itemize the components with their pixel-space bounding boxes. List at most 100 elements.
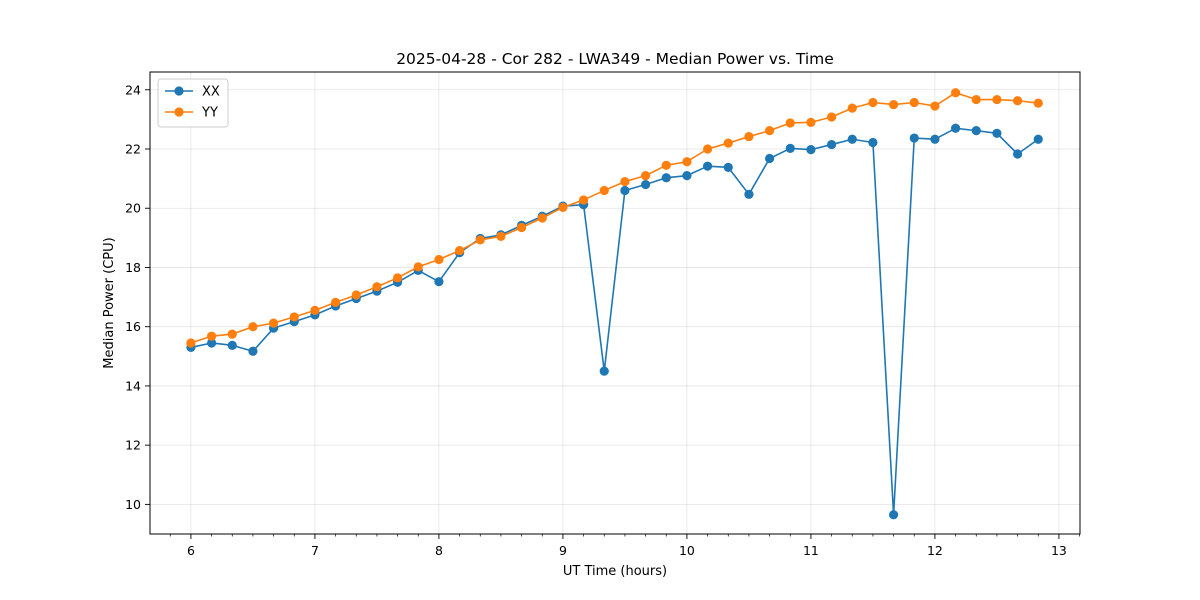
data-point-yy — [330, 297, 341, 308]
legend-label: XX — [202, 85, 220, 100]
data-point-xx — [434, 277, 444, 287]
data-point-yy — [454, 245, 465, 256]
data-point-yy — [186, 338, 196, 348]
data-point-yy — [661, 160, 671, 170]
data-point-yy — [1033, 98, 1043, 108]
x-tick-label: 12 — [927, 543, 943, 558]
data-point-yy — [537, 213, 547, 223]
y-tick-label: 16 — [125, 319, 141, 334]
y-tick-label: 18 — [125, 260, 141, 275]
legend-marker — [174, 107, 184, 117]
data-point-xx — [826, 139, 837, 150]
data-point-yy — [475, 235, 485, 245]
data-point-yy — [1012, 96, 1023, 106]
legend-label: YY — [201, 106, 218, 121]
data-point-xx — [1012, 149, 1023, 159]
y-tick-label: 22 — [125, 142, 141, 157]
grid — [150, 72, 1080, 534]
data-point-yy — [702, 144, 713, 154]
data-point-yy — [950, 88, 961, 98]
x-tick-label: 9 — [559, 543, 567, 558]
legend-marker — [174, 86, 184, 96]
data-point-xx — [971, 126, 981, 136]
x-tick-label: 11 — [803, 543, 819, 558]
data-point-xx — [702, 161, 713, 171]
data-point-xx — [930, 134, 940, 144]
data-point-yy — [620, 176, 630, 187]
data-point-xx — [248, 346, 258, 356]
data-point-yy — [930, 101, 940, 111]
data-point-yy — [723, 138, 733, 148]
data-point-xx — [206, 338, 217, 348]
data-point-xx — [888, 510, 899, 520]
data-point-yy — [268, 318, 279, 328]
y-tick-label: 24 — [125, 82, 141, 97]
data-point-yy — [971, 94, 981, 105]
data-point-yy — [847, 103, 857, 113]
data-point-yy — [992, 94, 1002, 105]
data-point-xx — [909, 133, 919, 143]
data-point-xx — [640, 179, 651, 190]
data-point-xx — [764, 153, 775, 164]
x-tick-label: 10 — [679, 543, 695, 558]
chart-title: 2025-04-28 - Cor 282 - LWA349 - Median P… — [396, 50, 834, 68]
y-axis-label: Median Power (CPU) — [102, 237, 117, 368]
data-point-yy — [206, 331, 217, 341]
axis-ticks: 6 7 8 9 10 11 12 13 10 12 14 16 18 20 22 24 — [125, 82, 1080, 558]
data-point-yy — [785, 118, 795, 128]
data-point-xx — [785, 143, 795, 154]
data-point-yy — [434, 254, 444, 265]
data-point-xx — [661, 173, 671, 183]
data-point-yy — [496, 231, 506, 241]
data-point-yy — [516, 222, 527, 233]
data-point-xx — [868, 137, 878, 148]
x-tick-label: 6 — [187, 543, 195, 558]
y-tick-label: 10 — [125, 497, 141, 512]
data-point-yy — [413, 262, 423, 272]
x-axis-label: UT Time (hours) — [563, 564, 667, 579]
data-point-yy — [558, 202, 568, 212]
data-point-yy — [909, 97, 919, 108]
data-point-yy — [599, 185, 609, 196]
data-point-xx — [744, 189, 754, 199]
data-point-xx — [950, 123, 961, 133]
data-point-yy — [248, 322, 258, 332]
data-point-yy — [744, 131, 754, 142]
x-tick-label: 7 — [311, 543, 319, 558]
data-point-yy — [289, 312, 299, 322]
data-point-yy — [640, 171, 651, 181]
data-point-yy — [392, 273, 403, 283]
data-point-xx — [1033, 134, 1043, 144]
series-yy — [186, 88, 1043, 348]
data-point-xx — [723, 162, 733, 172]
data-point-xx — [847, 134, 857, 144]
y-tick-label: 14 — [125, 378, 141, 393]
y-tick-label: 20 — [125, 201, 141, 216]
data-point-xx — [620, 185, 630, 196]
data-point-yy — [806, 117, 816, 127]
x-tick-label: 13 — [1051, 543, 1067, 558]
data-point-yy — [372, 282, 382, 292]
data-point-yy — [764, 126, 775, 136]
data-point-yy — [227, 329, 237, 339]
y-tick-label: 12 — [125, 438, 141, 453]
data-point-xx — [806, 144, 816, 155]
data-point-yy — [578, 195, 589, 205]
data-point-xx — [599, 366, 609, 376]
x-tick-label: 8 — [435, 543, 443, 558]
data-point-yy — [351, 290, 361, 300]
legend: XX YY — [157, 78, 229, 128]
data-point-yy — [310, 305, 320, 316]
data-point-xx — [227, 340, 237, 350]
data-point-yy — [888, 99, 899, 110]
data-point-yy — [826, 112, 837, 122]
plot-area-frame — [149, 71, 1081, 535]
legend-item-xx: XX — [165, 85, 220, 100]
series-layer — [186, 88, 1043, 520]
data-point-yy — [682, 157, 692, 167]
data-point-xx — [992, 128, 1002, 138]
legend-item-yy: YY — [165, 106, 218, 121]
data-point-xx — [682, 171, 692, 181]
